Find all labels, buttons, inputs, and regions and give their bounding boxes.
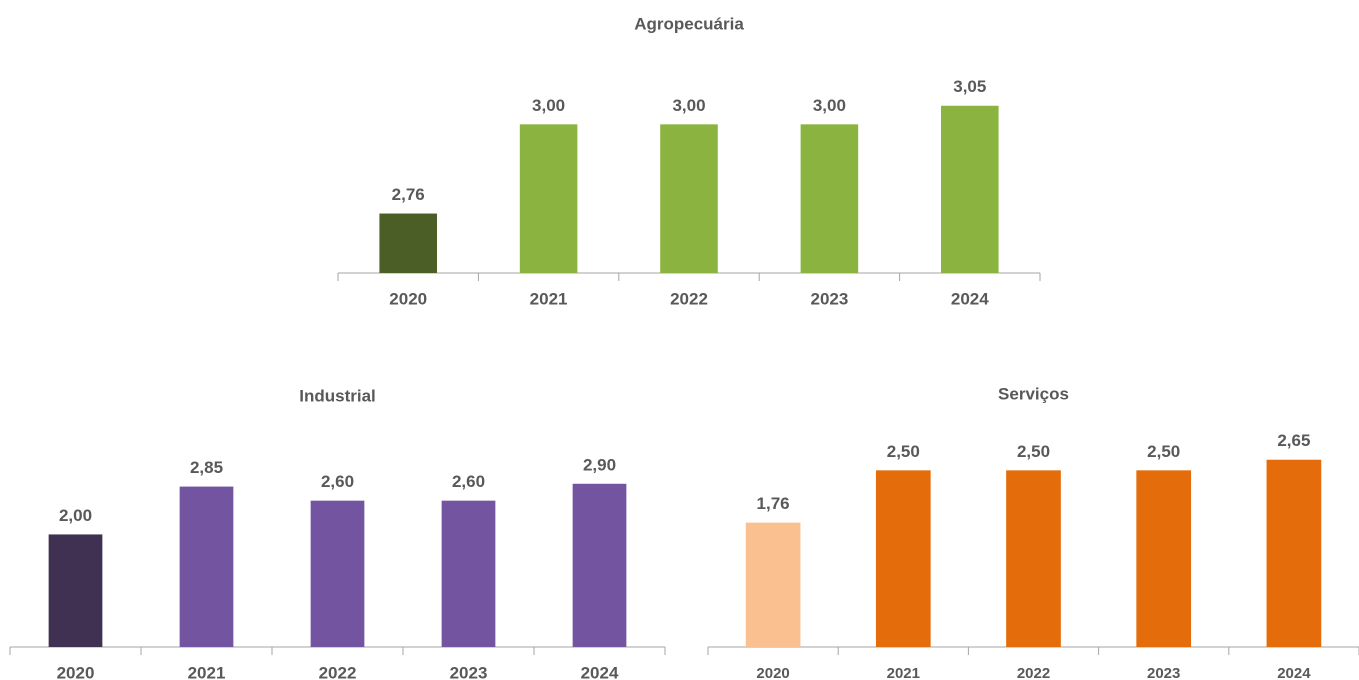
x-tick-label: 2020: [57, 663, 95, 680]
data-label: 2,50: [1147, 442, 1180, 461]
data-label: 3,00: [532, 96, 565, 115]
data-label: 2,85: [190, 458, 223, 477]
x-tick-label: 2022: [1017, 665, 1050, 680]
data-label: 3,00: [813, 96, 846, 115]
x-tick-label: 2021: [188, 663, 226, 680]
data-label: 2,76: [392, 185, 425, 204]
x-tick-label: 2021: [887, 665, 920, 680]
data-label: 1,76: [757, 494, 790, 513]
bar: [48, 534, 103, 647]
data-label: 2,60: [452, 472, 485, 491]
x-tick-label: 2023: [810, 289, 848, 308]
data-label: 3,00: [672, 96, 705, 115]
data-label: 2,00: [59, 506, 92, 525]
chart-title: Industrial: [299, 386, 376, 405]
data-label: 2,50: [887, 442, 920, 461]
bar: [310, 500, 365, 647]
data-label: 2,65: [1277, 431, 1310, 450]
bar: [179, 486, 234, 647]
chart-title: Serviços: [998, 384, 1069, 403]
bar: [572, 483, 627, 647]
bar: [941, 105, 999, 273]
x-tick-label: 2024: [581, 663, 619, 680]
x-tick-label: 2023: [1147, 665, 1180, 680]
chart-title: Agropecuária: [634, 14, 744, 33]
x-tick-label: 2024: [1277, 665, 1311, 680]
bar: [745, 522, 801, 647]
x-tick-label: 2024: [951, 289, 989, 308]
bar: [379, 213, 437, 273]
x-tick-label: 2021: [530, 289, 568, 308]
bar: [1266, 459, 1322, 647]
bar: [1006, 470, 1061, 647]
bar: [519, 124, 578, 273]
x-tick-label: 2022: [319, 663, 357, 680]
data-label: 3,05: [953, 77, 986, 96]
x-tick-label: 2020: [389, 289, 427, 308]
x-tick-label: 2023: [450, 663, 488, 680]
bar: [1136, 470, 1192, 647]
bar: [800, 124, 859, 273]
bar: [441, 500, 496, 647]
data-label: 2,50: [1017, 442, 1050, 461]
x-tick-label: 2020: [756, 665, 789, 680]
bar: [875, 470, 931, 647]
bar: [660, 124, 718, 273]
data-label: 2,90: [583, 455, 616, 474]
data-label: 2,60: [321, 472, 354, 491]
x-tick-label: 2022: [670, 289, 708, 308]
